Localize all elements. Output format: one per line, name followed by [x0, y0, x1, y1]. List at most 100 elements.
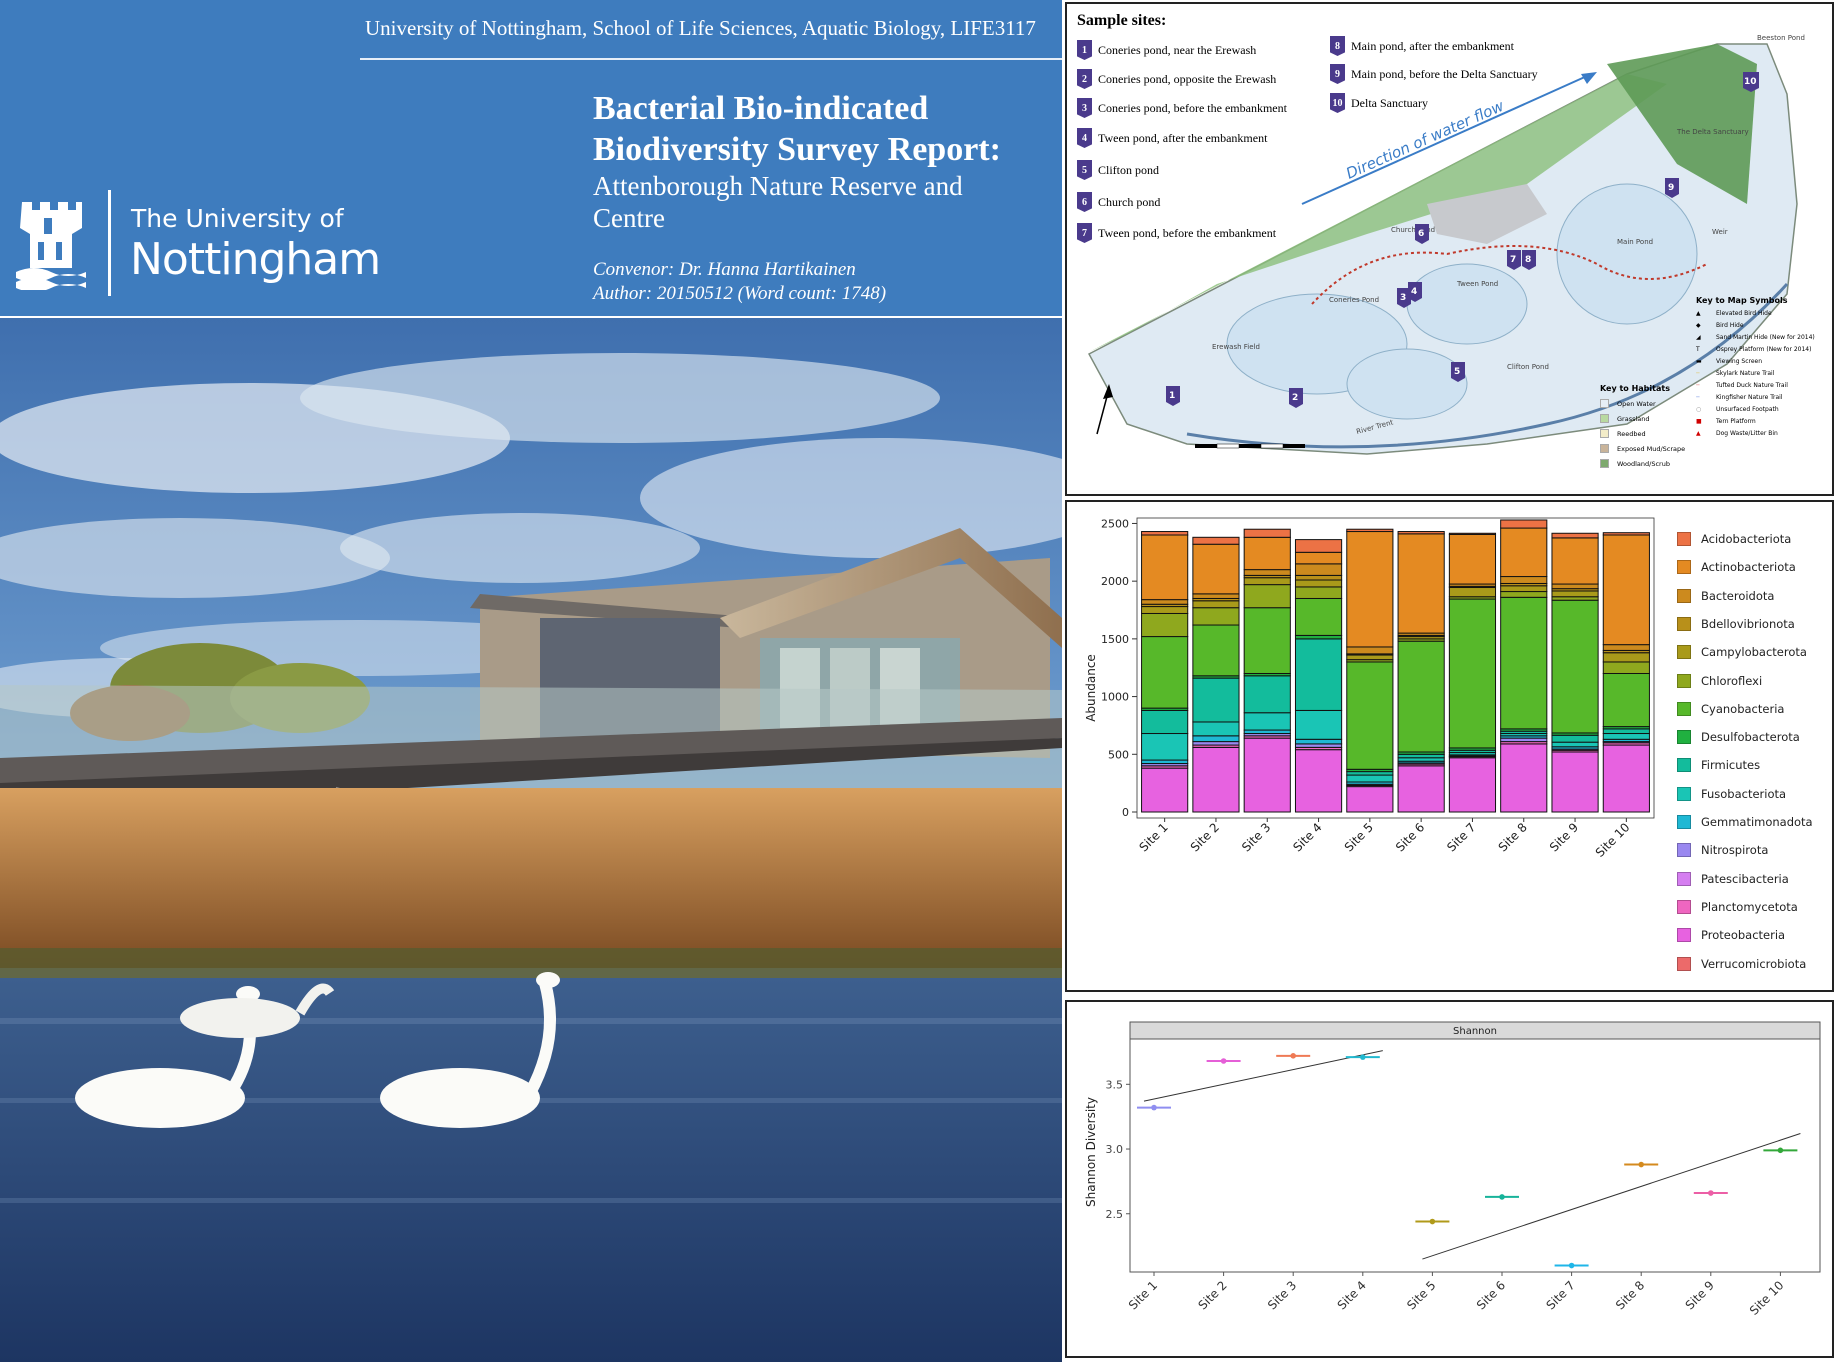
svg-text:6: 6: [1418, 229, 1424, 239]
nature-centre-photo: [0, 318, 1062, 1362]
bar-segment: [1192, 600, 1240, 609]
symbol-key-item: ▲ Elevated Bird Hide: [1696, 310, 1815, 317]
site-marker-4[interactable]: 4: [1408, 282, 1422, 302]
site-marker-8[interactable]: 8: [1522, 250, 1536, 270]
site-list-label: Church pond: [1098, 194, 1161, 209]
symbol-key-item: ◢ Sand Martin Hide (New for 2014): [1696, 334, 1815, 341]
habitat-label: Exposed Mud/Scrape: [1617, 444, 1686, 453]
bar-segment: [1500, 743, 1548, 813]
bar-segment: [1602, 744, 1650, 813]
logo-text-line2: Nottingham: [130, 234, 381, 285]
legend-label: Firmicutes: [1701, 758, 1761, 773]
label-tween: Tween Pond: [1456, 280, 1498, 288]
x-tick-label: Site 1: [1136, 820, 1170, 854]
x-tick-label: Site 8: [1496, 820, 1530, 854]
x-tick-label: Site 4: [1335, 1278, 1369, 1312]
scale-bar: [1195, 443, 1305, 449]
legend-item: Actinobacteriota: [1677, 560, 1796, 575]
site-marker-10[interactable]: 10: [1743, 72, 1759, 92]
habitat-label: Grassland: [1617, 414, 1650, 423]
legend-item: Bdellovibrionota: [1677, 616, 1795, 631]
habitat-key-item: Open Water: [1600, 399, 1685, 408]
site-list-label: Clifton pond: [1098, 162, 1160, 177]
legend-swatch: [1677, 956, 1691, 971]
symbol-key-item: ┈ Kingfisher Nature Trail: [1696, 394, 1815, 401]
symbol-label: Bird Hide: [1716, 322, 1744, 329]
svg-text:7: 7: [1510, 255, 1516, 265]
site-list-item-8: 8 Main pond, after the embankment: [1330, 36, 1514, 56]
site-list-label: Delta Sanctuary: [1351, 95, 1428, 110]
habitat-label: Open Water: [1617, 399, 1656, 408]
x-tick-label: Site 4: [1290, 820, 1324, 854]
data-point: [1220, 1058, 1227, 1064]
bar-segment: [1397, 531, 1445, 535]
bar-segment: [1141, 636, 1189, 709]
site-marker-5[interactable]: 5: [1451, 362, 1465, 382]
site-marker-1[interactable]: 1: [1166, 386, 1180, 406]
site-badge: 8: [1330, 36, 1345, 56]
bar-segment: [1294, 738, 1343, 745]
shannon-chart-panel: Shannon Shannon Diversity 2.5 3.0 3.5 Site …: [1065, 1000, 1834, 1358]
bar-segment: [1141, 709, 1189, 735]
legend-label: Bacteroidota: [1701, 588, 1775, 603]
bar-segment: [1551, 734, 1599, 743]
site-marker-6[interactable]: 6: [1415, 224, 1429, 244]
bar-segment: [1243, 569, 1291, 576]
symbol-key-item: ▲ Dog Waste/Litter Bin: [1696, 430, 1815, 437]
bar-segment: [1551, 583, 1599, 590]
bar-segment: [1500, 591, 1548, 598]
bar-segment: [1500, 596, 1548, 730]
bar-segment: [1602, 672, 1650, 728]
legend-item: Campylobacterota: [1677, 645, 1807, 660]
legend-label: Proteobacteria: [1701, 928, 1786, 943]
trend-line: [1143, 1050, 1383, 1102]
legend-swatch: [1677, 701, 1691, 716]
bar-segment: [1602, 733, 1650, 740]
bar-segment: [1192, 607, 1240, 626]
legend-label: Campylobacterota: [1701, 645, 1807, 660]
bird-hide-icon: ◆: [1696, 322, 1701, 329]
sample-site-map-panel: Direction of water flow Coneries Pond Er…: [1065, 2, 1834, 496]
symbol-key-item: ▬ Viewing Screen: [1696, 358, 1815, 365]
bar-segment: [1448, 598, 1497, 749]
report-title: Bacterial Bio-indicated Biodiversity Sur…: [593, 88, 1001, 170]
label-coneries: Coneries Pond: [1329, 296, 1379, 304]
site-marker-9[interactable]: 9: [1665, 178, 1679, 198]
bar-segment: [1500, 576, 1548, 584]
svg-text:9: 9: [1668, 183, 1674, 193]
cover-photo-nature-centre: [0, 318, 1062, 1362]
site-markers: 1 2 3 4 5 6 7 8 9 10: [1166, 72, 1759, 408]
habitat-key-item: Woodland/Scrub: [1600, 459, 1685, 468]
habitat-label: Reedbed: [1617, 429, 1646, 438]
site-marker-7[interactable]: 7: [1507, 250, 1521, 270]
bar-segment: [1192, 677, 1240, 723]
site-list-item-4: 4 Tween pond, after the embankment: [1077, 128, 1267, 148]
legend-label: Actinobacteriota: [1701, 560, 1796, 575]
symbol-key-item: T Osprey Platform (New for 2014): [1696, 346, 1815, 353]
bar-segment: [1602, 534, 1650, 646]
svg-text:10: 10: [1744, 77, 1757, 87]
svg-text:4: 4: [1411, 287, 1417, 297]
site-marker-2[interactable]: 2: [1289, 388, 1303, 408]
y-tick-label: 500: [1108, 748, 1129, 761]
bar-segment: [1141, 759, 1189, 765]
bar-segment: [1141, 606, 1189, 614]
report-title-line1: Bacterial Bio-indicated: [593, 90, 929, 127]
site-list-label: Coneries pond, before the embankment: [1098, 100, 1287, 115]
sample-sites-title: Sample sites:: [1077, 12, 1167, 29]
symbol-label: Skylark Nature Trail: [1716, 370, 1775, 377]
legend-label: Planctomycetota: [1701, 899, 1798, 914]
site-badge: 3: [1077, 98, 1092, 118]
bar-segment: [1192, 721, 1240, 737]
label-main: Main Pond: [1617, 238, 1653, 246]
bar-segment: [1294, 634, 1343, 640]
bar-segment: [1294, 574, 1343, 581]
legend-label: Gemmatimonadota: [1701, 815, 1813, 829]
bar-segment: [1192, 735, 1240, 743]
site-list-item-9: 9 Main pond, before the Delta Sanctuary: [1330, 64, 1538, 84]
reserve-map: Direction of water flow Coneries Pond Er…: [1087, 34, 1805, 455]
legend-swatch: [1677, 560, 1691, 575]
legend-swatch: [1677, 928, 1691, 943]
label-erewash: Erewash Field: [1212, 343, 1260, 351]
site-marker-3[interactable]: 3: [1397, 288, 1411, 308]
